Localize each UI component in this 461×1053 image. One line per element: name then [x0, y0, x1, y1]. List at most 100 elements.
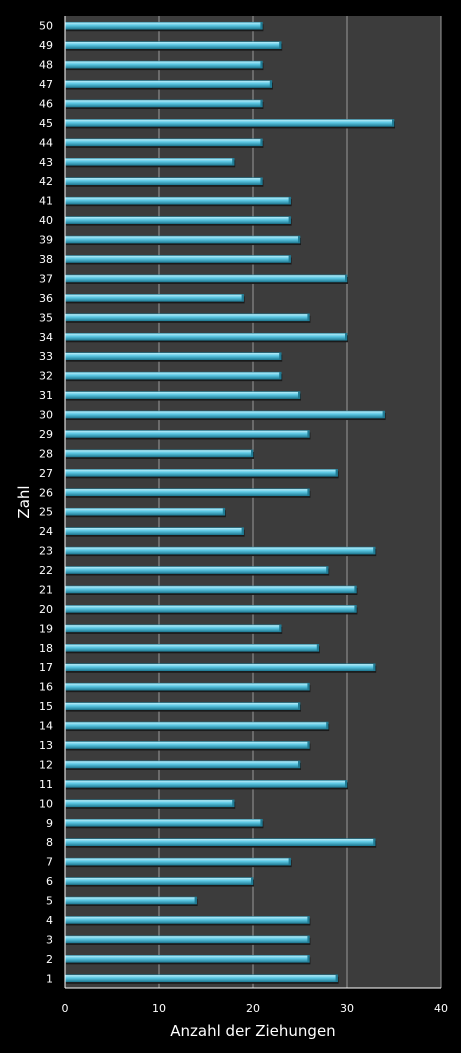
bar [64, 721, 329, 730]
bar [64, 605, 357, 613]
y-tick-label: 8 [46, 836, 53, 849]
bar [64, 119, 395, 127]
y-tick-label: 33 [39, 350, 53, 363]
bar-end-cap [279, 352, 282, 360]
bar [64, 158, 235, 166]
bar [64, 663, 376, 672]
bar-end-cap [307, 430, 310, 438]
y-tick-label: 42 [39, 175, 53, 188]
y-tick-label: 38 [39, 253, 53, 266]
bar [64, 566, 329, 574]
y-tick-label: 2 [46, 953, 53, 966]
bar [64, 896, 197, 905]
bar-end-cap [232, 799, 235, 807]
bar [64, 255, 291, 263]
bar-end-cap [316, 644, 319, 652]
bar-end-cap [373, 547, 376, 555]
y-tick-label: 16 [39, 681, 53, 694]
y-tick-label: 30 [39, 409, 53, 422]
y-tick-label: 11 [39, 778, 53, 791]
bar [64, 857, 291, 866]
bar-end-cap [354, 605, 357, 613]
bar-end-cap [251, 449, 253, 457]
bar-end-cap [373, 663, 376, 671]
bar [64, 294, 244, 302]
y-axis-title: Zahl [15, 485, 33, 518]
bar-end-cap [373, 838, 376, 846]
y-tick-label: 27 [39, 467, 53, 480]
bar [64, 177, 263, 186]
y-tick-label: 41 [39, 195, 53, 208]
bar [64, 916, 310, 924]
x-tick-labels: 0 10 20 30 40 [62, 1002, 449, 1015]
bar [64, 643, 320, 652]
bar-end-cap [345, 780, 347, 788]
bar-end-cap [260, 99, 263, 107]
bar [64, 332, 348, 341]
y-tick-label: 32 [39, 370, 53, 383]
bar [64, 838, 376, 847]
bar-end-cap [241, 294, 244, 302]
y-tick-label: 37 [39, 272, 53, 285]
bar-end-cap [392, 119, 394, 127]
bar [64, 682, 310, 691]
bar [64, 702, 301, 710]
y-tick-label: 31 [39, 389, 53, 402]
y-tick-label: 25 [39, 506, 53, 519]
y-tick-label: 43 [39, 156, 53, 169]
bar [64, 235, 301, 244]
y-tick-label: 13 [39, 739, 53, 752]
x-tick-label: 0 [62, 1002, 69, 1015]
y-tick-label: 49 [39, 39, 53, 52]
y-tick-label: 3 [46, 933, 53, 946]
bar-end-cap [345, 274, 347, 282]
bar [64, 313, 310, 322]
bar-end-cap [288, 197, 291, 205]
bar-end-cap [260, 61, 263, 69]
bar-end-cap [288, 216, 291, 224]
y-tick-label: 5 [46, 895, 53, 908]
y-tick-label: 4 [46, 914, 53, 927]
bar [64, 488, 310, 497]
y-tick-label: 21 [39, 583, 53, 596]
bar [64, 430, 310, 438]
bar-end-cap [298, 702, 300, 710]
bar-end-cap [345, 333, 347, 341]
bar [64, 469, 338, 477]
bar-end-cap [298, 236, 300, 244]
bar [64, 371, 282, 380]
bar-end-cap [232, 158, 235, 166]
bar-end-cap [307, 313, 310, 321]
bar-end-cap [307, 488, 310, 496]
x-tick-label: 20 [246, 1002, 260, 1015]
bar [64, 760, 301, 769]
bar [64, 741, 310, 749]
bar-end-cap [335, 974, 338, 982]
bar-end-cap [354, 585, 357, 593]
bar [64, 974, 338, 983]
bar [64, 624, 282, 633]
bar [64, 449, 254, 458]
bar-end-cap [326, 722, 329, 730]
bar-end-cap [279, 41, 282, 49]
bar-end-cap [298, 391, 300, 399]
bar [64, 391, 301, 399]
bar-end-cap [307, 741, 310, 749]
y-tick-label: 20 [39, 603, 53, 616]
bar-end-cap [307, 935, 310, 943]
y-tick-label: 10 [39, 797, 53, 810]
y-tick-label: 50 [39, 20, 53, 33]
bar-end-cap [307, 955, 310, 963]
y-tick-label: 26 [39, 486, 53, 499]
bar [64, 138, 263, 147]
y-tick-label: 12 [39, 758, 53, 771]
y-tick-labels: 1234567891011121314151617181920212223242… [39, 20, 53, 986]
bar-end-cap [307, 683, 310, 691]
bar [64, 527, 244, 535]
y-tick-label: 6 [46, 875, 53, 888]
x-axis-title: Anzahl der Ziehungen [170, 1022, 335, 1040]
x-tick-label: 40 [434, 1002, 448, 1015]
bar [64, 877, 254, 885]
bar [64, 274, 348, 283]
